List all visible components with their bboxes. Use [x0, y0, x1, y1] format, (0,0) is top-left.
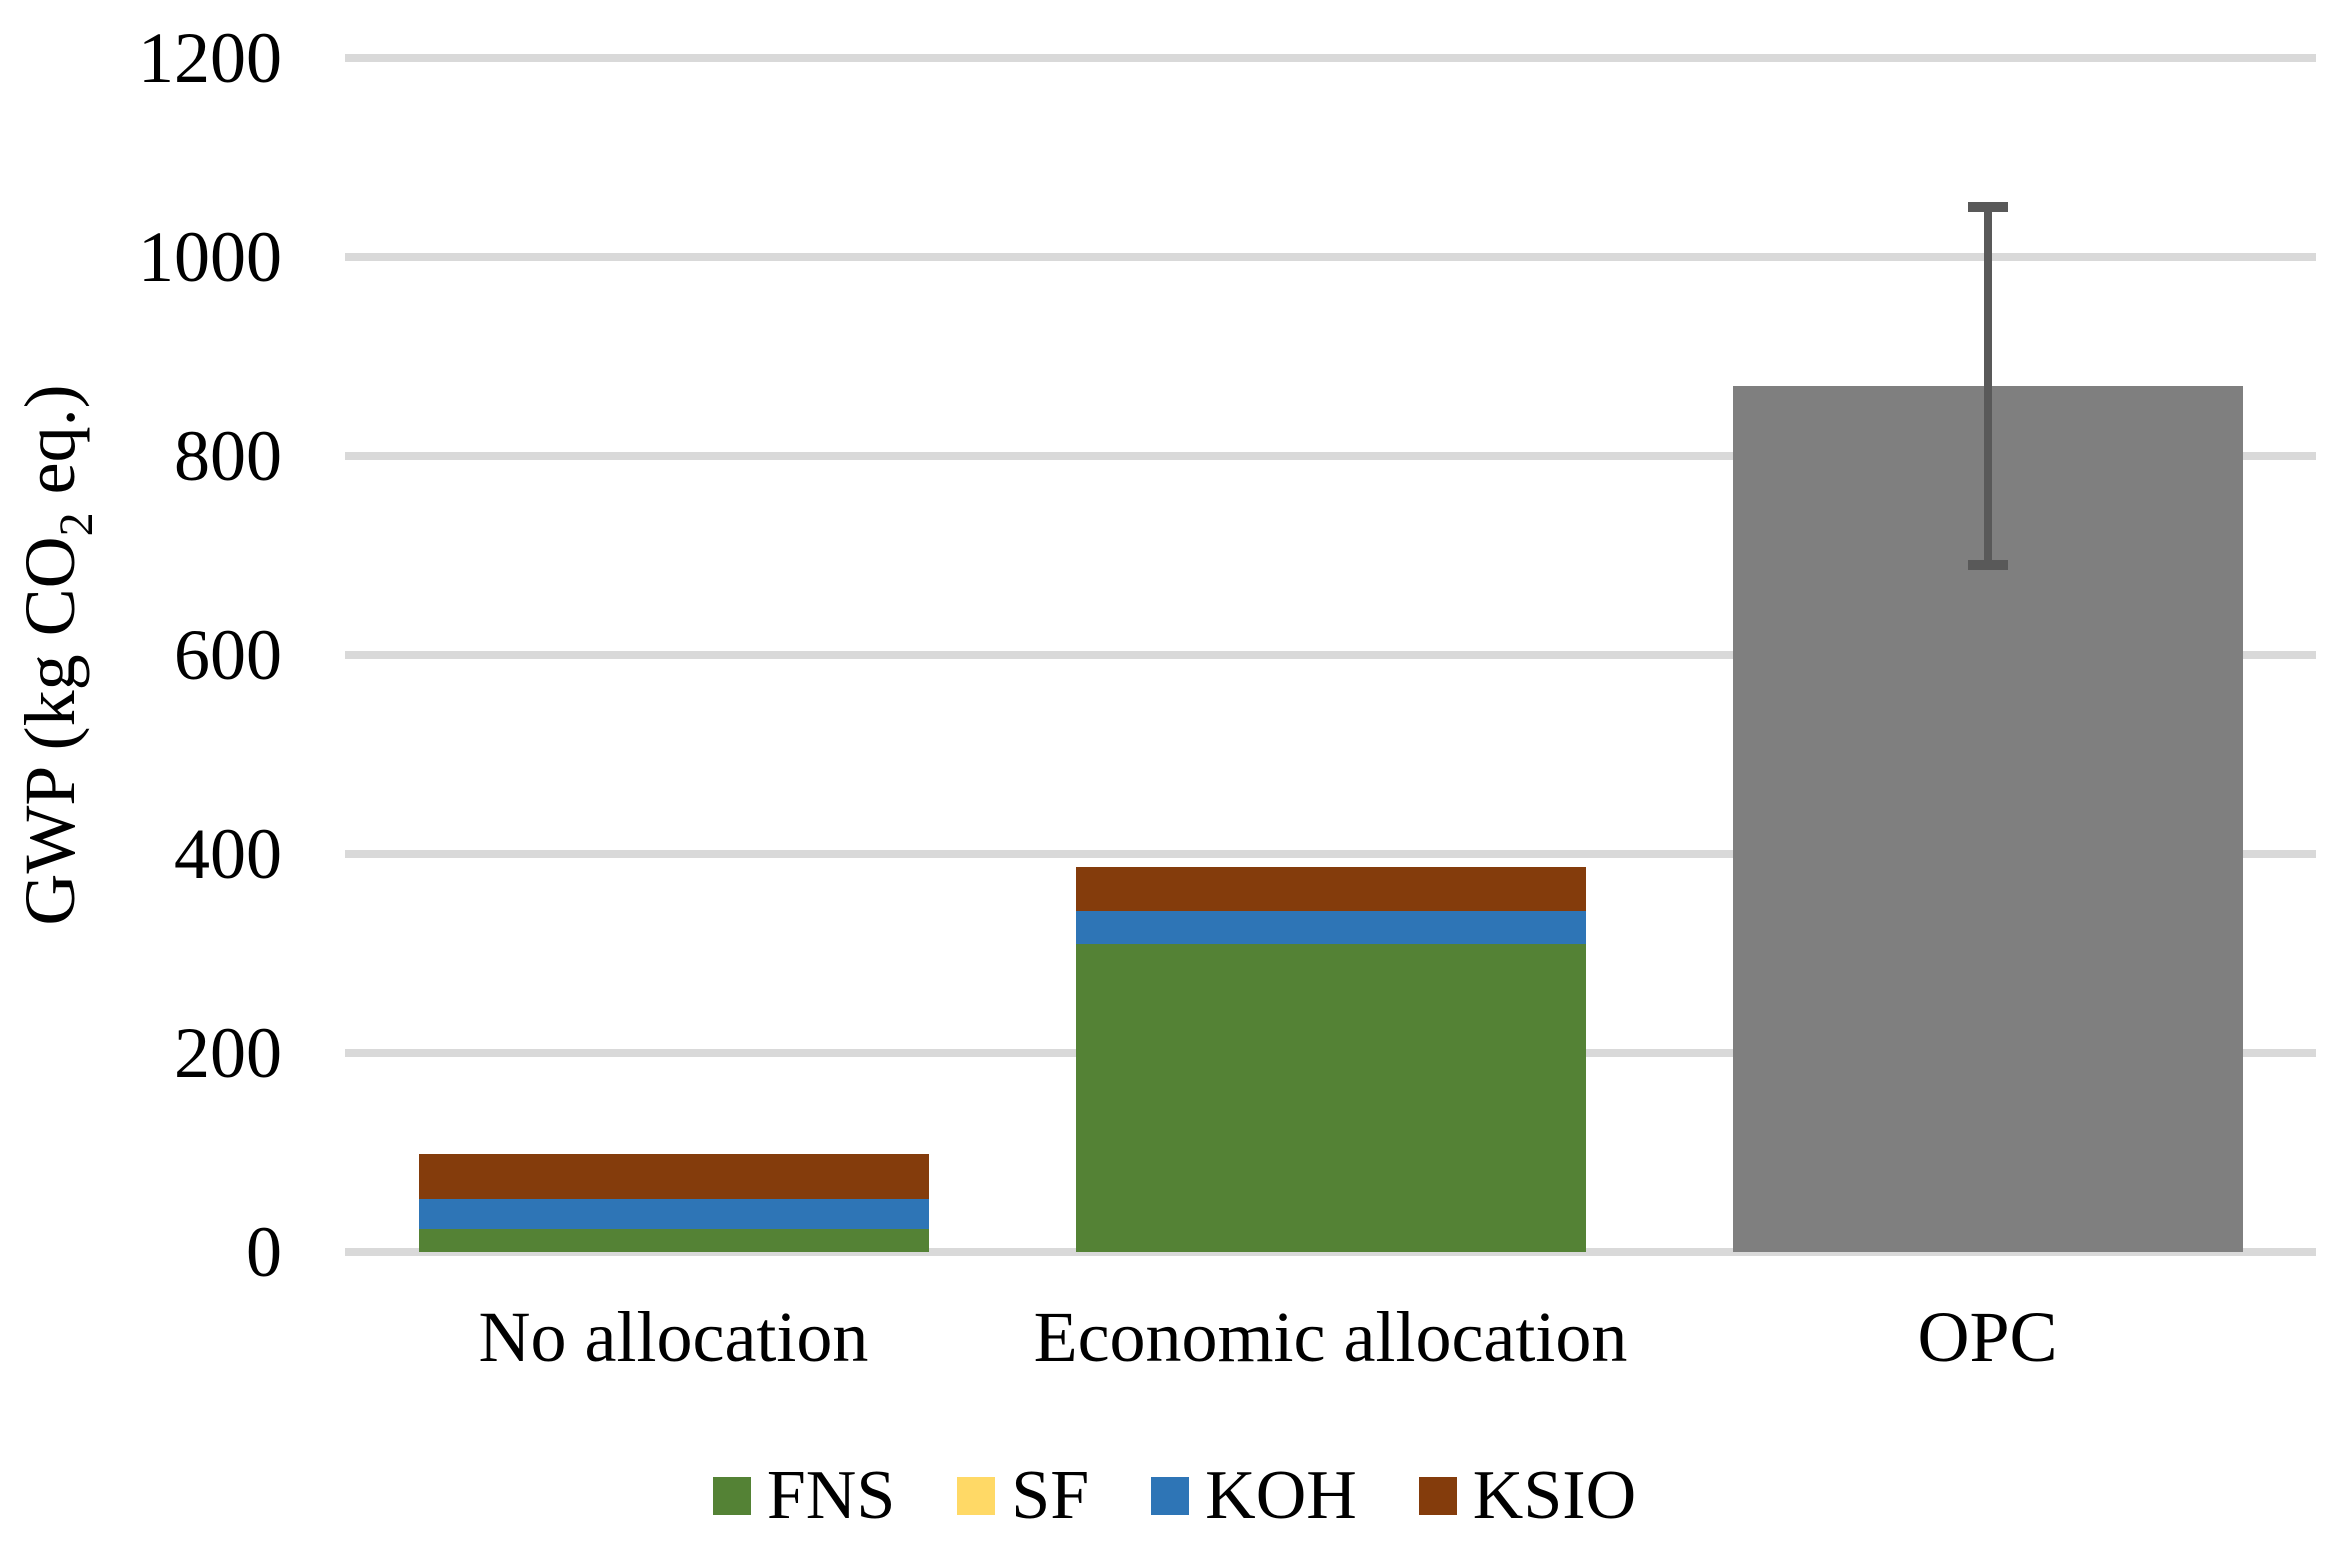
legend-swatch-ksio: [1418, 1477, 1457, 1515]
gridline: [345, 452, 2316, 460]
y-tick-label: 1000: [138, 217, 282, 297]
bar-segment-ksio: [1075, 866, 1586, 911]
error-bar-line: [1983, 207, 1992, 566]
y-tick-label: 0: [246, 1212, 282, 1292]
legend-item-ksio: KSIO: [1418, 1448, 1637, 1544]
legend-swatch-fns: [712, 1477, 751, 1515]
y-tick-label: 200: [174, 1013, 282, 1093]
y-tick-label: 800: [174, 416, 282, 496]
legend-item-sf: SF: [957, 1448, 1089, 1544]
gridline: [345, 850, 2316, 858]
legend-swatch-koh: [1151, 1477, 1190, 1515]
legend-label: KSIO: [1472, 1457, 1637, 1534]
gridline: [345, 253, 2316, 261]
bar-segment-fns: [1075, 943, 1586, 1252]
y-tick-label: 600: [174, 615, 282, 695]
error-bar-cap-bottom: [1967, 560, 2008, 571]
gridline: [345, 1248, 2316, 1256]
bar-segment-ksio: [418, 1153, 929, 1200]
gridline: [345, 54, 2316, 62]
bar-segment-koh: [1075, 910, 1586, 944]
legend-swatch-sf: [957, 1477, 996, 1515]
plot-area: [345, 54, 2316, 1256]
error-bar-cap-top: [1967, 202, 2008, 213]
legend-item-koh: KOH: [1151, 1448, 1357, 1544]
legend: FNS SF KOH KSIO: [0, 1448, 2349, 1544]
y-tick-label: 400: [174, 814, 282, 894]
legend-label: FNS: [766, 1457, 896, 1534]
x-category-label: No allocation: [478, 1297, 869, 1377]
x-category-label: OPC: [1917, 1297, 2058, 1377]
y-axis-title-subscript: 2: [50, 512, 103, 537]
y-tick-label: 1200: [138, 18, 282, 98]
legend-label: KOH: [1205, 1457, 1357, 1534]
bar-segment-fns: [418, 1229, 929, 1252]
gridline: [345, 651, 2316, 659]
legend-item-fns: FNS: [712, 1448, 896, 1544]
x-category-label: Economic allocation: [1033, 1297, 1628, 1377]
bar-segment-koh: [418, 1199, 929, 1230]
legend-label: SF: [1011, 1457, 1090, 1534]
